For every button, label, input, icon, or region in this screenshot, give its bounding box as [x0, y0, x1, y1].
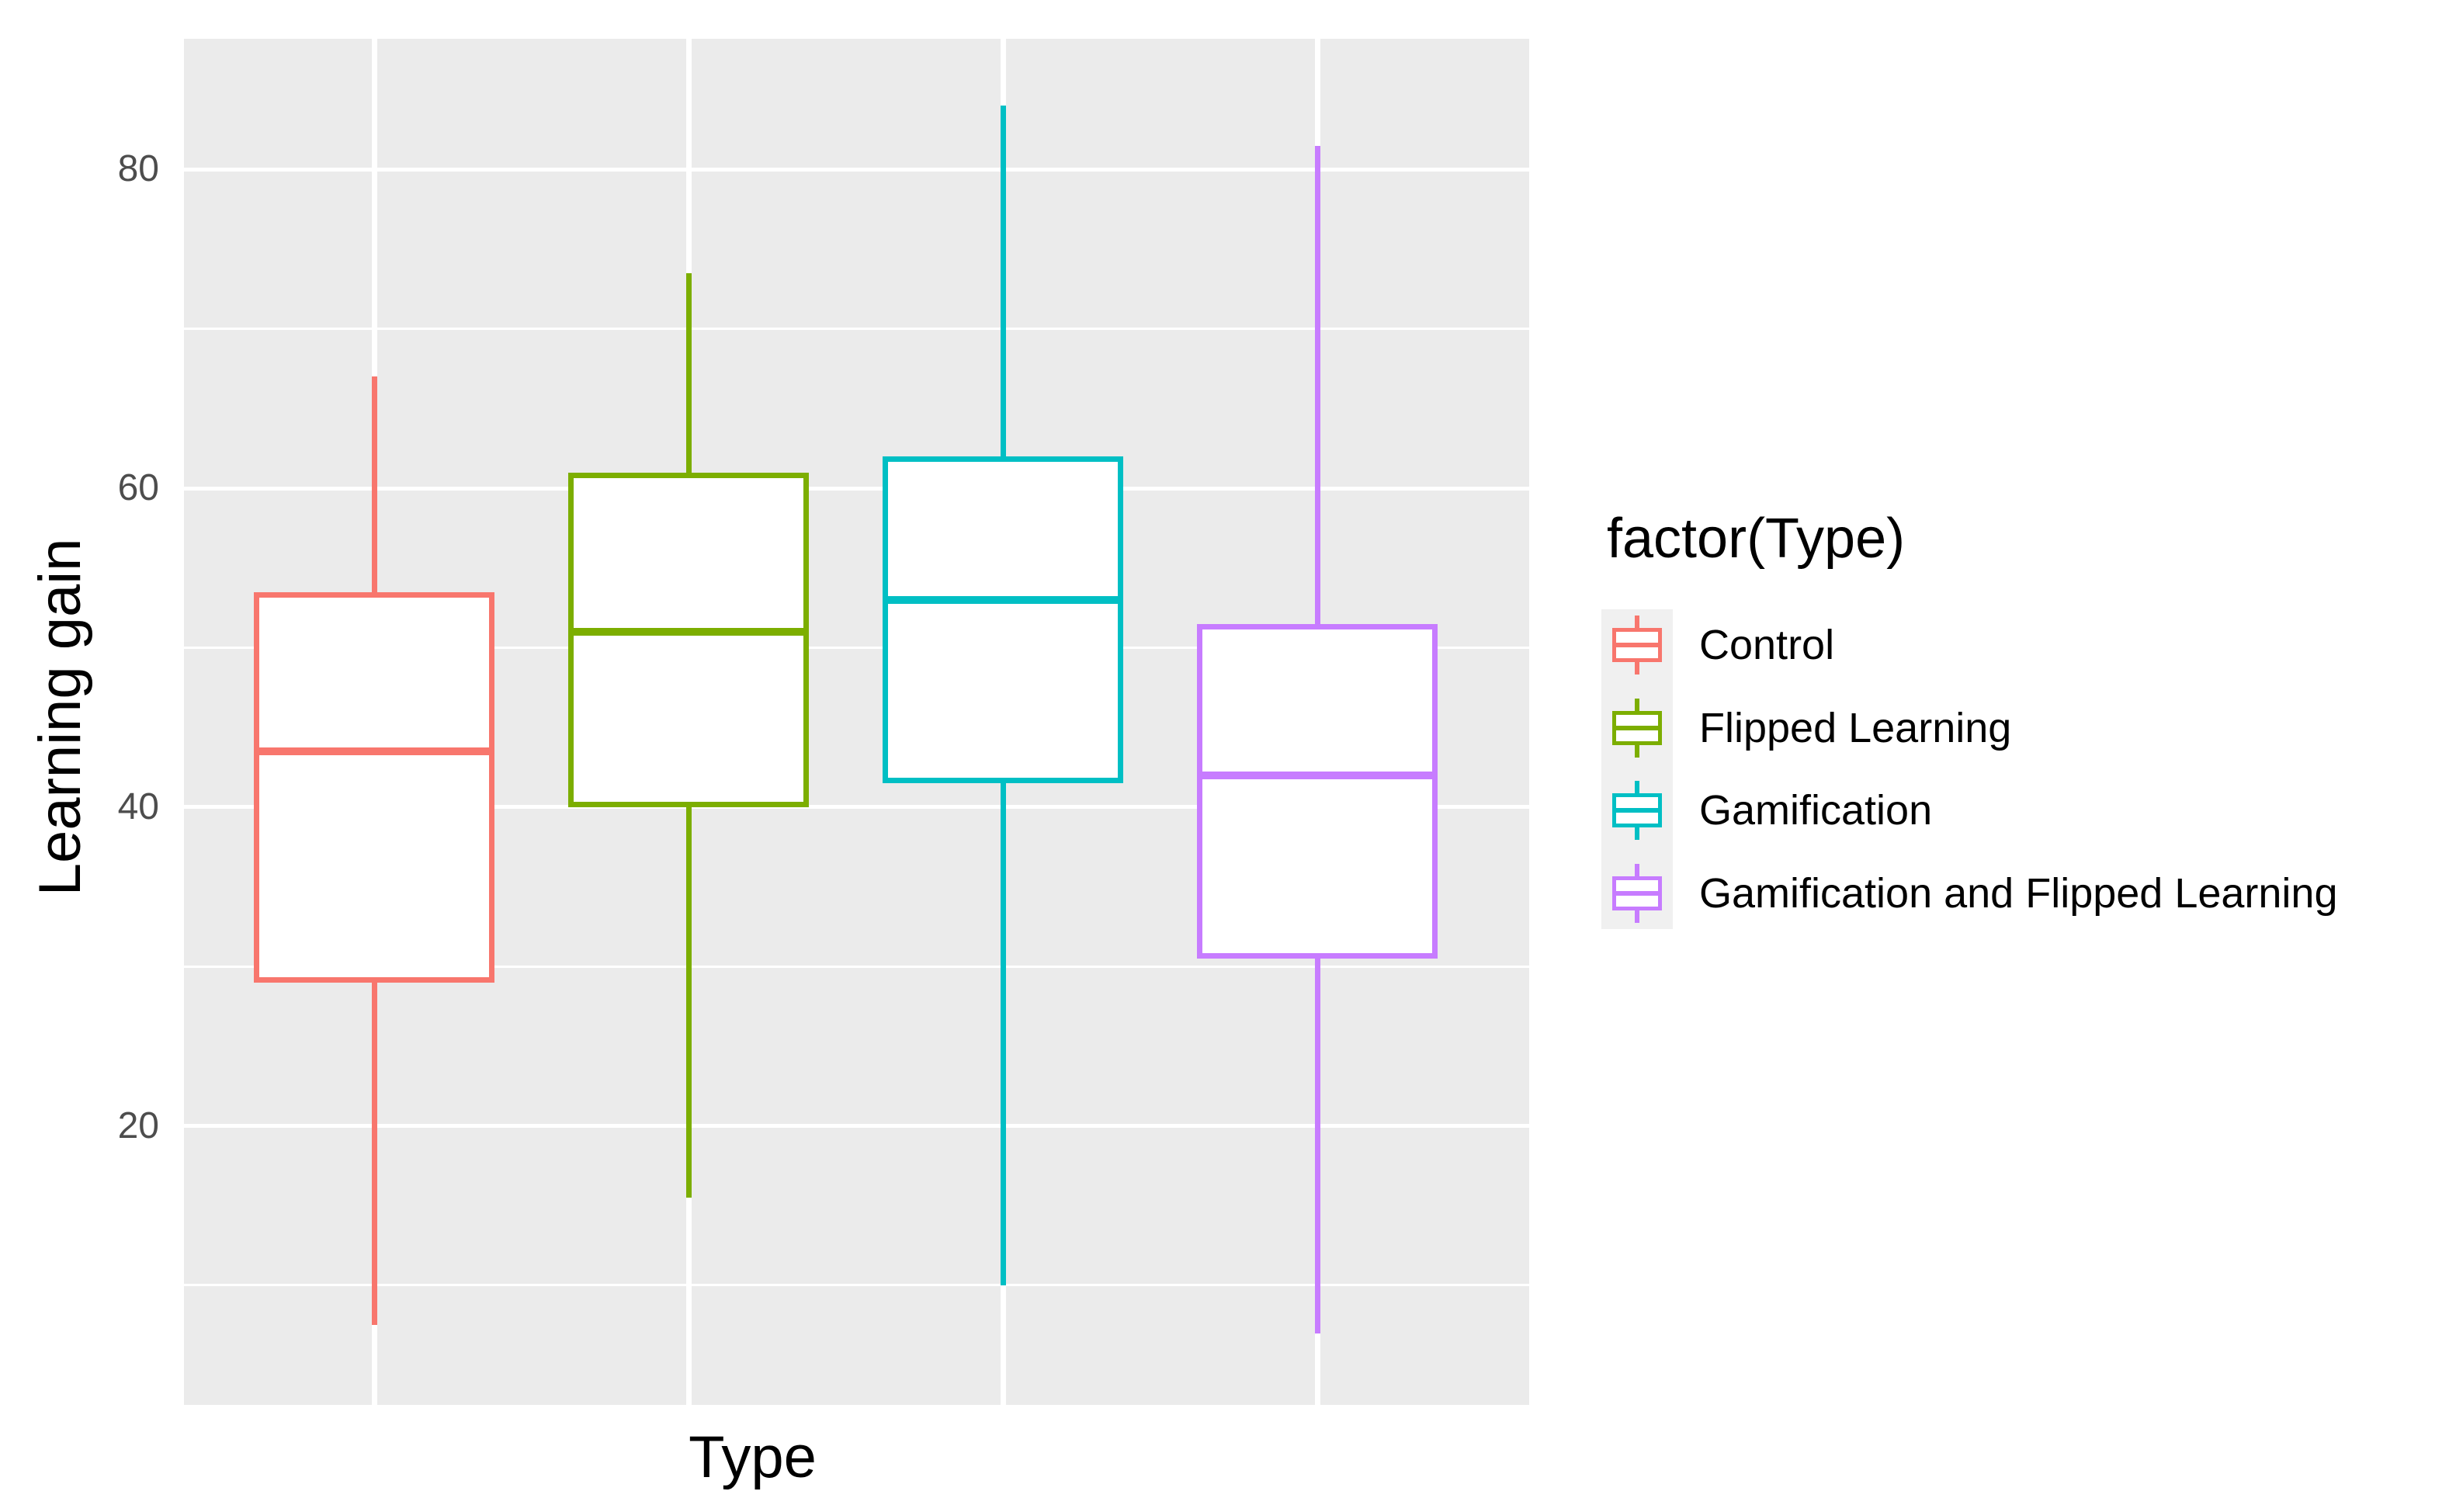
box-control: [254, 591, 494, 983]
legend-label-control: Control: [1699, 622, 1835, 668]
gridline-minor-y-10: [184, 1284, 1529, 1287]
legend-key-median-gamification: [1612, 808, 1662, 813]
legend-key-control: [1601, 609, 1673, 681]
gridline-minor-y-30: [184, 965, 1529, 968]
whisker-lower-gamification: [1000, 783, 1006, 1285]
gridline-minor-y-70: [184, 328, 1529, 331]
gridline-major-y-20: [184, 1124, 1529, 1129]
box-flipped-learning: [568, 472, 809, 807]
whisker-lower-gamification-and-flipped-learning: [1314, 958, 1320, 1333]
legend-key-median-flipped-learning: [1612, 725, 1662, 730]
whisker-upper-control: [371, 376, 377, 592]
legend-key-gamification-and-flipped-learning: [1601, 858, 1673, 929]
y-axis-title: Learning gain: [27, 538, 94, 896]
whisker-upper-gamification-and-flipped-learning: [1314, 145, 1320, 624]
legend-label-gamification: Gamification: [1699, 787, 1933, 834]
plot-panel: [184, 39, 1529, 1405]
whisker-lower-flipped-learning: [685, 806, 692, 1198]
gridline-major-y-40: [184, 805, 1529, 810]
median-flipped-learning: [568, 627, 809, 636]
legend-title: factor(Type): [1607, 508, 1906, 570]
y-tick-label-60: 60: [117, 467, 159, 509]
box-gamification: [883, 456, 1123, 784]
gridline-minor-y-50: [184, 647, 1529, 649]
whisker-upper-flipped-learning: [685, 272, 692, 473]
legend-label-flipped-learning: Flipped Learning: [1699, 704, 2012, 751]
gridline-major-y-80: [184, 167, 1529, 172]
legend-label-gamification-and-flipped-learning: Gamification and Flipped Learning: [1699, 869, 2338, 917]
x-axis-title: Type: [689, 1424, 817, 1490]
legend-key-median-control: [1612, 643, 1662, 647]
legend-key-median-gamification-and-flipped-learning: [1612, 890, 1662, 896]
legend-key-gamification: [1601, 775, 1673, 846]
whisker-lower-control: [371, 982, 377, 1326]
gridline-major-y-60: [184, 486, 1529, 491]
median-control: [254, 747, 494, 755]
box-gamification-and-flipped-learning: [1197, 623, 1438, 959]
whisker-upper-gamification: [1000, 106, 1006, 457]
y-tick-label-80: 80: [117, 148, 159, 190]
y-tick-label-20: 20: [117, 1105, 159, 1146]
median-gamification-and-flipped-learning: [1197, 771, 1438, 779]
median-gamification: [883, 595, 1123, 604]
legend-key-flipped-learning: [1601, 692, 1673, 764]
y-tick-label-40: 40: [117, 785, 159, 827]
